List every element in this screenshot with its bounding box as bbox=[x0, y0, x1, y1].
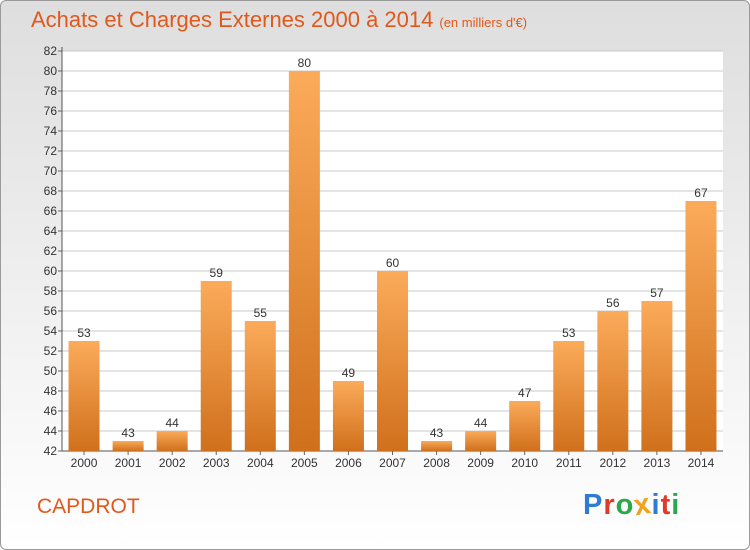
bar-value-label: 57 bbox=[650, 286, 664, 300]
bar bbox=[200, 281, 232, 451]
y-tick-label: 44 bbox=[44, 424, 58, 438]
y-tick-label: 50 bbox=[44, 364, 58, 378]
x-tick-label: 2008 bbox=[423, 456, 450, 470]
y-tick-label: 48 bbox=[44, 384, 58, 398]
y-tick-label: 42 bbox=[44, 444, 58, 458]
y-tick-label: 46 bbox=[44, 404, 58, 418]
bar bbox=[332, 381, 364, 451]
y-tick-label: 58 bbox=[44, 284, 58, 298]
bar-value-label: 44 bbox=[474, 416, 488, 430]
bar bbox=[641, 301, 673, 451]
bar-value-label: 53 bbox=[562, 326, 576, 340]
y-tick-label: 80 bbox=[44, 64, 58, 78]
x-tick-label: 2005 bbox=[291, 456, 318, 470]
bar-value-label: 53 bbox=[77, 326, 91, 340]
bar bbox=[112, 441, 144, 451]
y-tick-label: 62 bbox=[44, 244, 58, 258]
y-tick-label: 64 bbox=[44, 224, 58, 238]
bar-value-label: 56 bbox=[606, 296, 620, 310]
y-tick-label: 68 bbox=[44, 184, 58, 198]
y-tick-label: 52 bbox=[44, 344, 58, 358]
bar bbox=[377, 271, 408, 451]
y-tick-label: 70 bbox=[44, 164, 58, 178]
y-tick-label: 76 bbox=[44, 104, 58, 118]
logo-letter: i bbox=[671, 489, 681, 521]
x-tick-label: 2004 bbox=[247, 456, 274, 470]
bar-value-label: 67 bbox=[694, 186, 708, 200]
x-tick-label: 2006 bbox=[335, 456, 362, 470]
bar bbox=[156, 431, 188, 451]
bar-value-label: 80 bbox=[298, 56, 312, 70]
y-tick-label: 72 bbox=[44, 144, 58, 158]
logo-letter: P bbox=[583, 489, 604, 521]
chart-unit: (en milliers d'€) bbox=[439, 15, 528, 30]
x-tick-label: 2014 bbox=[688, 456, 715, 470]
x-tick-label: 2003 bbox=[203, 456, 230, 470]
chart-title: Achats et Charges Externes 2000 à 2014 (e… bbox=[31, 7, 527, 33]
commune-name: CAPDROT bbox=[37, 495, 140, 518]
y-tick-label: 82 bbox=[44, 44, 58, 58]
logo-letter: i bbox=[651, 489, 661, 521]
x-tick-label: 2013 bbox=[644, 456, 671, 470]
bar-value-label: 44 bbox=[165, 416, 179, 430]
x-tick-label: 2012 bbox=[599, 456, 626, 470]
bar-value-label: 43 bbox=[121, 426, 135, 440]
bar-value-label: 55 bbox=[254, 306, 268, 320]
bar bbox=[685, 201, 717, 451]
logo-letter: t bbox=[660, 489, 672, 521]
bar bbox=[597, 311, 629, 451]
x-tick-label: 2007 bbox=[379, 456, 406, 470]
y-tick-label: 78 bbox=[44, 84, 58, 98]
logo-letter: r bbox=[603, 489, 616, 521]
bar bbox=[244, 321, 276, 451]
bar bbox=[509, 401, 541, 451]
bar-value-label: 43 bbox=[430, 426, 444, 440]
bar-value-label: 47 bbox=[518, 386, 532, 400]
y-tick-label: 60 bbox=[44, 264, 58, 278]
x-tick-label: 2011 bbox=[556, 456, 582, 470]
x-tick-label: 2009 bbox=[467, 456, 494, 470]
bar bbox=[465, 431, 497, 451]
x-tick-label: 2000 bbox=[71, 456, 98, 470]
y-tick-label: 66 bbox=[44, 204, 58, 218]
x-tick-label: 2010 bbox=[511, 456, 538, 470]
bar-value-label: 49 bbox=[342, 366, 356, 380]
logo-letter: o bbox=[615, 489, 635, 521]
y-tick-label: 54 bbox=[44, 324, 58, 338]
bar bbox=[68, 341, 100, 451]
x-tick-label: 2001 bbox=[115, 456, 142, 470]
brand-logo: Proxiti bbox=[583, 488, 681, 522]
y-tick-label: 56 bbox=[44, 304, 58, 318]
bar bbox=[421, 441, 453, 451]
y-tick-label: 74 bbox=[44, 124, 58, 138]
bar-value-label: 59 bbox=[210, 266, 224, 280]
bar bbox=[288, 71, 320, 451]
bar bbox=[553, 341, 585, 451]
bar-value-label: 60 bbox=[386, 256, 400, 270]
x-tick-label: 2002 bbox=[159, 456, 186, 470]
chart-title-text: Achats et Charges Externes 2000 à 2014 bbox=[31, 7, 434, 32]
